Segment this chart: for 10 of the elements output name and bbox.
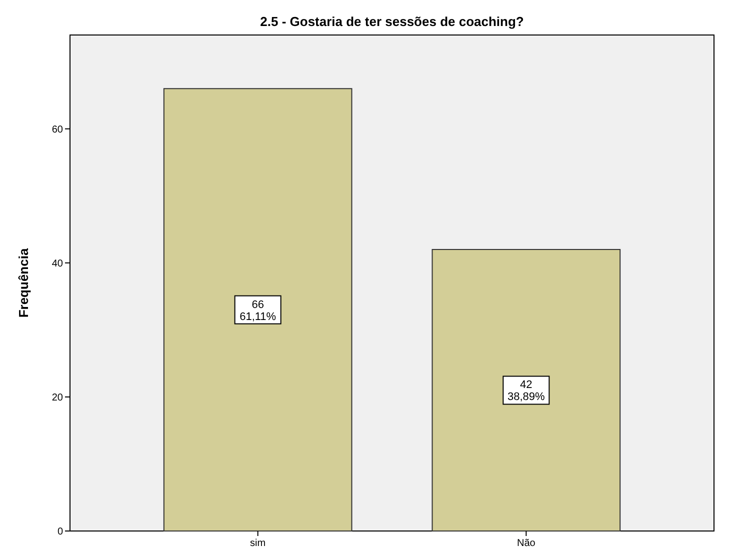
y-tick-label: 40 — [52, 258, 64, 270]
y-tick-label: 0 — [57, 526, 64, 538]
y-tick-label: 20 — [52, 392, 64, 404]
data-label: 42 38,89% — [508, 379, 546, 404]
x-tick-label: sim — [250, 538, 266, 549]
x-tick-label: Não — [516, 538, 536, 549]
chart-title: 2.5 - Gostaria de ter sessões de coaching? — [260, 14, 524, 29]
y-tick-label: 60 — [52, 124, 64, 136]
data-label: 66 61,11% — [240, 298, 276, 323]
y-axis-title: Frequência — [16, 248, 31, 318]
